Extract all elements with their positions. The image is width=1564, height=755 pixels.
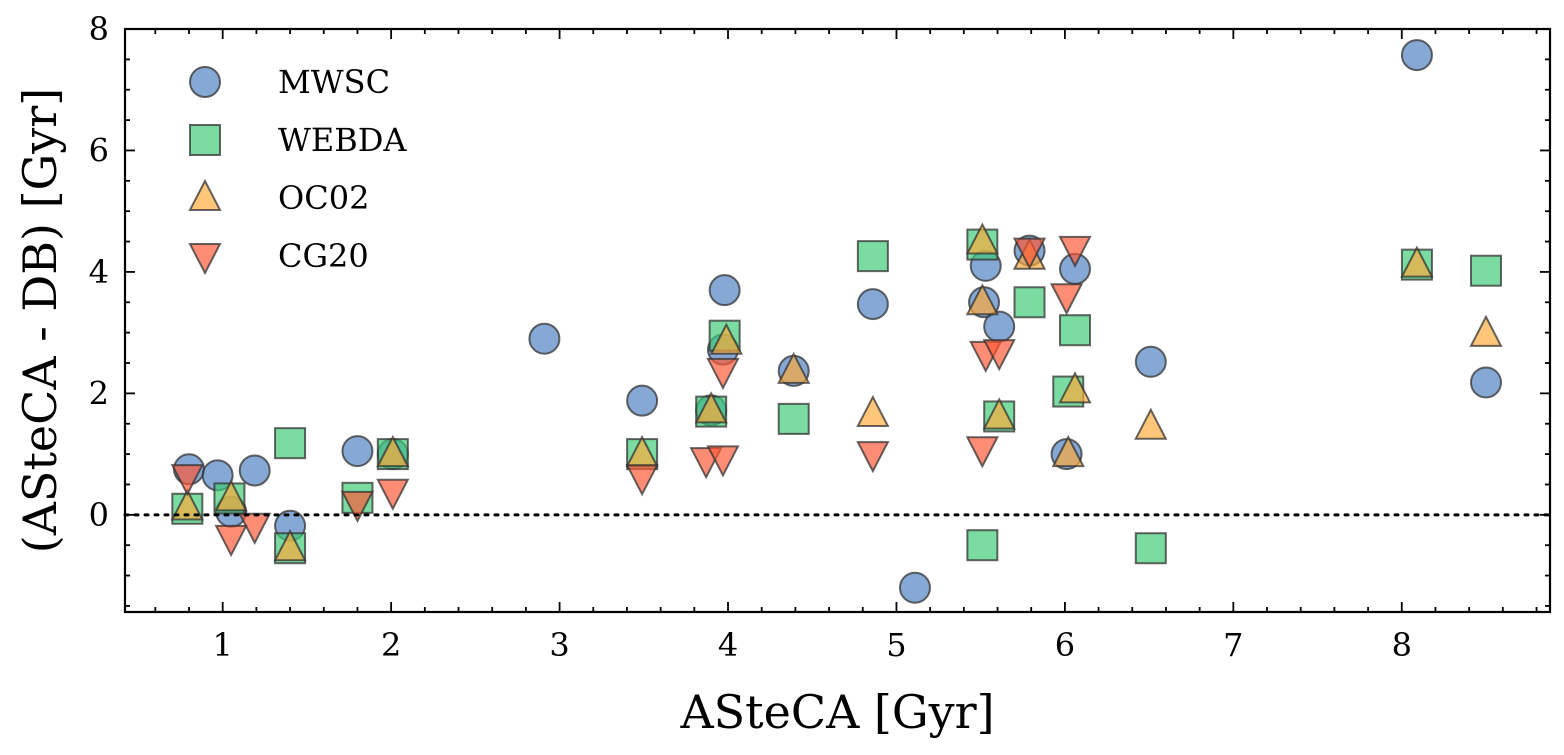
- x-tick-label: 7: [1223, 626, 1243, 664]
- y-tick-label: 6: [89, 131, 109, 169]
- point-oc02: [1469, 314, 1503, 347]
- point-cg20: [376, 478, 410, 511]
- point-oc02: [694, 391, 728, 424]
- x-tick-label: 5: [886, 626, 906, 664]
- x-tick-label: 6: [1055, 626, 1075, 664]
- legend-label-cg20: CG20: [278, 237, 369, 275]
- plot-frame: [123, 27, 1552, 614]
- x-tick-label: 1: [213, 626, 233, 664]
- point-cg20: [706, 357, 740, 391]
- point-webda: [1134, 532, 1167, 565]
- point-oc02: [982, 397, 1016, 430]
- x-tick-label: 8: [1392, 626, 1412, 664]
- point-webda: [1469, 254, 1502, 287]
- legend-item-mwsc: MWSC: [189, 63, 390, 101]
- series-cg20: [170, 235, 1092, 558]
- point-oc02: [965, 283, 1000, 316]
- point-cg20: [1012, 237, 1047, 270]
- point-mwsc: [1134, 345, 1167, 378]
- point-mwsc: [341, 435, 374, 468]
- point-oc02: [1051, 434, 1085, 468]
- point-oc02: [709, 322, 743, 355]
- point-oc02: [273, 529, 307, 562]
- legend-marker-cg20: [188, 243, 222, 276]
- point-cg20: [856, 441, 890, 474]
- point-webda: [274, 427, 307, 460]
- point-mwsc: [1469, 366, 1502, 399]
- point-cg20: [214, 524, 248, 558]
- point-webda: [966, 529, 999, 562]
- point-mwsc: [708, 274, 741, 307]
- point-cg20: [170, 464, 204, 497]
- point-mwsc: [856, 288, 889, 321]
- y-tick-label: 4: [89, 253, 109, 291]
- point-cg20: [340, 490, 375, 524]
- legend-label-oc02: OC02: [278, 179, 369, 217]
- point-webda: [1013, 286, 1046, 319]
- y-tick-label: 2: [89, 374, 109, 412]
- point-webda: [856, 240, 889, 273]
- legend-item-cg20: CG20: [188, 237, 369, 276]
- point-cg20: [982, 339, 1016, 372]
- point-oc02: [170, 488, 204, 521]
- legend-item-webda: WEBDA: [189, 121, 407, 159]
- point-mwsc: [1400, 39, 1433, 72]
- point-mwsc: [983, 310, 1016, 343]
- y-axis-title: (ASteCA - DB) [Gyr]: [13, 88, 67, 553]
- point-mwsc: [528, 322, 561, 355]
- point-oc02: [965, 222, 1000, 255]
- legend-marker-mwsc: [189, 66, 221, 98]
- series-oc02: [170, 222, 1503, 562]
- point-oc02: [1134, 407, 1168, 440]
- point-cg20: [706, 445, 740, 478]
- markers-layer: [170, 39, 1503, 604]
- point-cg20: [1058, 235, 1092, 269]
- point-cg20: [625, 464, 659, 497]
- x-axis-title: ASteCA [Gyr]: [679, 685, 994, 739]
- y-tick-label: 8: [89, 10, 109, 48]
- point-mwsc: [626, 384, 659, 417]
- y-tick-label: 0: [89, 496, 109, 534]
- ticks-layer: 1 2 3 4 5 6 7 8 0 2 4 6 8: [89, 10, 1550, 664]
- point-oc02: [376, 434, 410, 468]
- series-webda: [171, 228, 1502, 565]
- point-oc02: [214, 479, 248, 512]
- legend-marker-oc02: [188, 178, 222, 211]
- point-oc02: [1058, 371, 1092, 404]
- point-webda: [777, 402, 810, 435]
- x-tick-label: 2: [381, 626, 401, 664]
- x-tick-label: 3: [549, 626, 569, 664]
- legend: MWSC WEBDA OC02 CG20: [188, 63, 407, 276]
- point-mwsc: [898, 571, 931, 604]
- legend-label-mwsc: MWSC: [278, 63, 390, 101]
- x-tick-label: 4: [718, 626, 738, 664]
- legend-item-oc02: OC02: [188, 178, 369, 217]
- legend-marker-webda: [189, 124, 221, 156]
- point-oc02: [777, 351, 811, 384]
- point-cg20: [1049, 283, 1084, 316]
- point-mwsc: [238, 454, 271, 487]
- point-cg20: [965, 436, 1000, 469]
- point-webda: [1059, 314, 1091, 347]
- point-oc02: [856, 394, 890, 428]
- point-oc02: [1400, 245, 1434, 278]
- legend-label-webda: WEBDA: [278, 121, 407, 159]
